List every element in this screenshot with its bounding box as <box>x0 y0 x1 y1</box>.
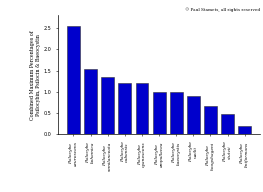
Bar <box>135 83 148 134</box>
Bar <box>67 26 80 134</box>
Bar <box>187 96 200 134</box>
Bar <box>153 92 165 134</box>
Bar <box>170 92 183 134</box>
Text: © Paul Stamets, all rights reserved: © Paul Stamets, all rights reserved <box>185 8 260 12</box>
Bar <box>101 77 114 134</box>
Y-axis label: Combined Maximum Percentages of
Psilocybin, Psilocin & Baeocystin: Combined Maximum Percentages of Psilocyb… <box>30 30 41 120</box>
Bar <box>238 126 251 134</box>
Bar <box>118 83 131 134</box>
Bar <box>84 69 97 134</box>
Bar <box>204 106 217 134</box>
Bar <box>221 114 234 134</box>
